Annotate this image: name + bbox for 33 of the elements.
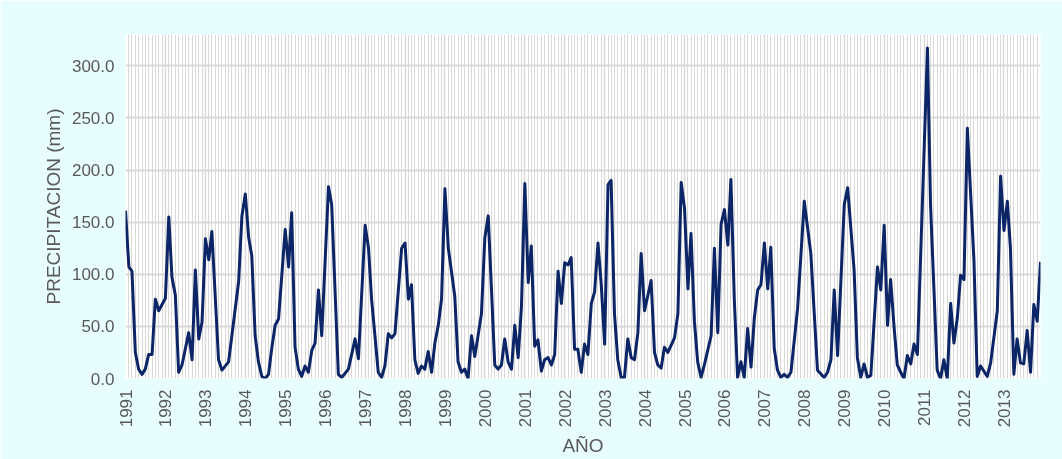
y-axis-title: PRECIPITACION (mm) bbox=[42, 108, 64, 305]
x-tick-label: 2002 bbox=[555, 389, 575, 428]
x-tick-label: 1991 bbox=[116, 389, 136, 428]
x-tick-label: 2013 bbox=[994, 389, 1014, 428]
y-tick-label: 100.0 bbox=[71, 265, 115, 285]
line-series bbox=[125, 46, 1041, 379]
x-tick-label: 1999 bbox=[435, 389, 455, 428]
x-tick-label: 2009 bbox=[835, 389, 855, 428]
x-tick-label: 1997 bbox=[356, 389, 376, 428]
x-tick-label: 2001 bbox=[515, 389, 535, 428]
x-tick-label: 2010 bbox=[875, 389, 895, 428]
x-tick-label: 2012 bbox=[954, 389, 974, 428]
y-tick-label: 300.0 bbox=[71, 56, 115, 76]
x-tick-label: 2006 bbox=[715, 389, 735, 428]
y-tick-label: 250.0 bbox=[71, 108, 115, 128]
x-tick-label: 2007 bbox=[755, 389, 775, 428]
x-tick-label: 1995 bbox=[276, 389, 296, 428]
x-tick-label: 1994 bbox=[236, 389, 256, 428]
x-tick-label: 1998 bbox=[396, 389, 416, 428]
x-tick-label: 2004 bbox=[635, 389, 655, 428]
y-tick-label: 0.0 bbox=[90, 369, 115, 389]
x-tick-label: 1996 bbox=[316, 389, 336, 428]
x-tick-label: 2008 bbox=[795, 389, 815, 428]
y-tick-label: 200.0 bbox=[71, 161, 115, 181]
x-tick-label: 2003 bbox=[595, 389, 615, 428]
x-tick-label: 2000 bbox=[475, 389, 495, 428]
y-tick-label: 50.0 bbox=[81, 317, 115, 337]
x-axis-title: AÑO bbox=[562, 435, 604, 457]
y-tick-label: 150.0 bbox=[71, 213, 115, 233]
x-tick-label: 2005 bbox=[675, 389, 695, 428]
x-tick-label: 2011 bbox=[915, 389, 935, 427]
x-tick-label: 1992 bbox=[156, 389, 176, 428]
x-tick-label: 1993 bbox=[196, 389, 216, 428]
